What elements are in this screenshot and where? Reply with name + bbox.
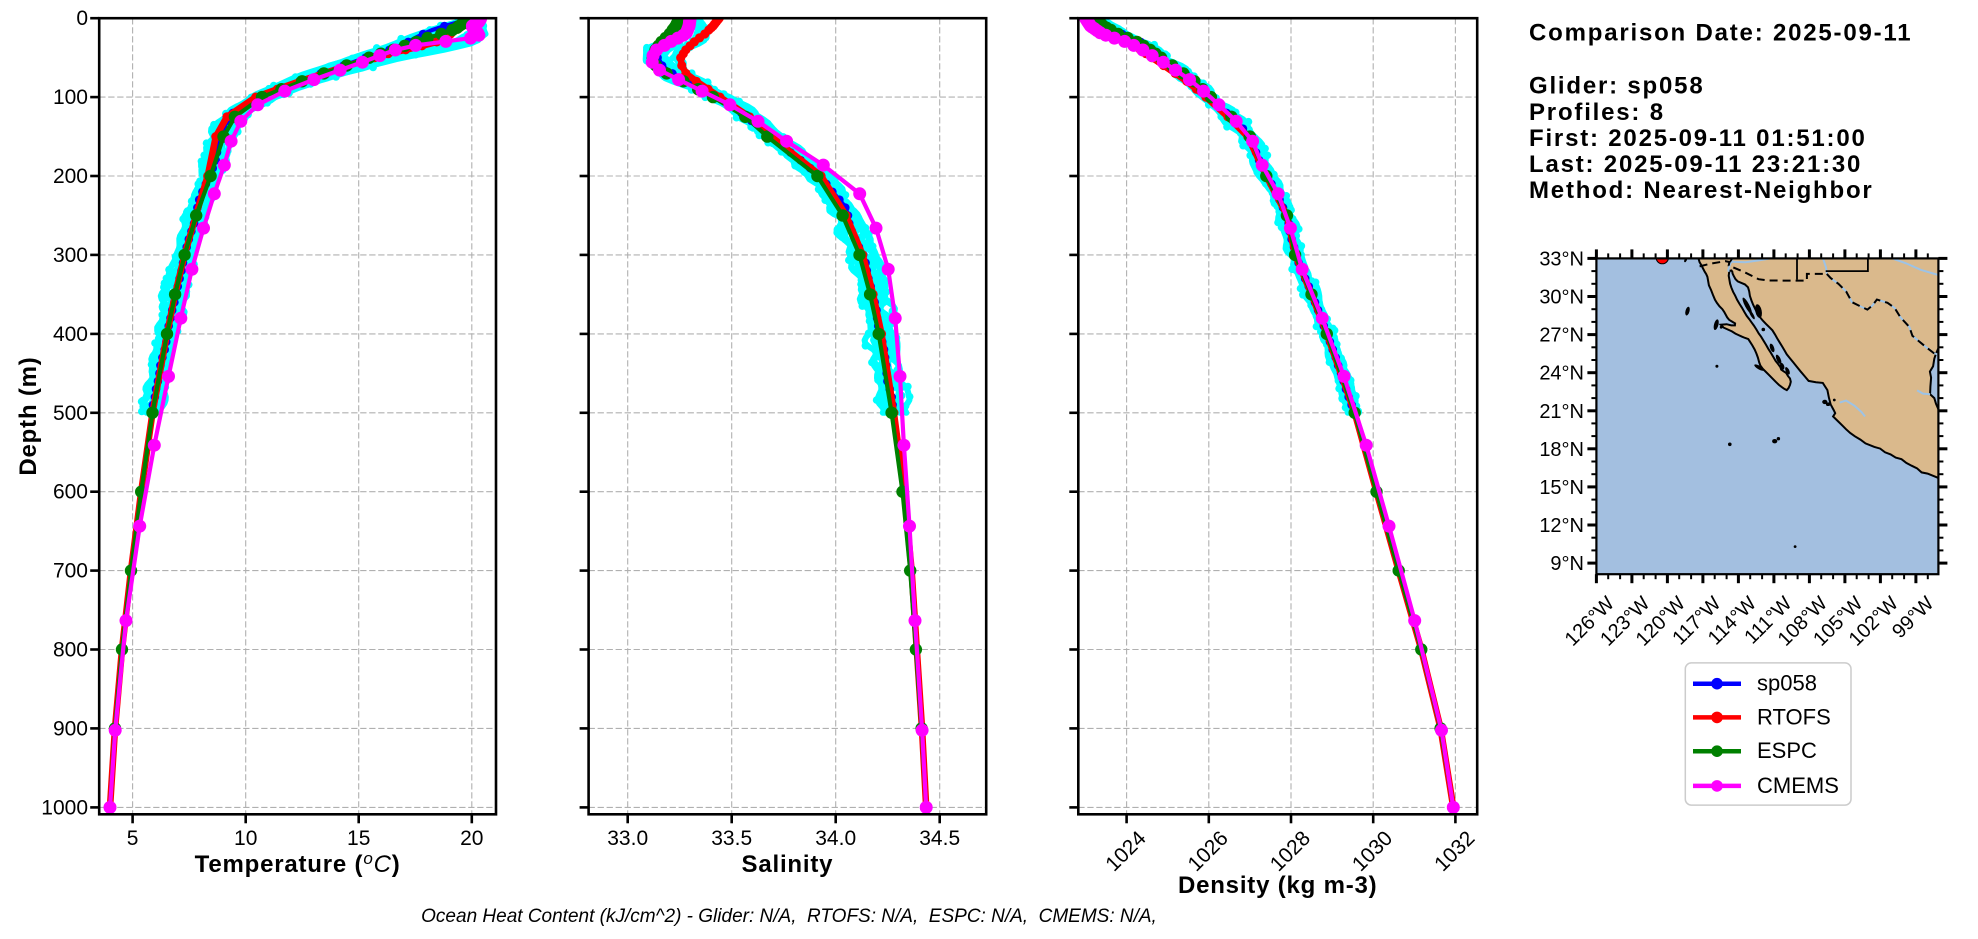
svg-text:30°N: 30°N	[1539, 287, 1584, 309]
svg-text:Profiles: 8: Profiles: 8	[1529, 99, 1665, 126]
svg-text:27°N: 27°N	[1539, 325, 1584, 347]
svg-text:400: 400	[53, 323, 88, 346]
svg-text:500: 500	[53, 402, 88, 425]
svg-text:24°N: 24°N	[1539, 363, 1584, 385]
svg-text:600: 600	[53, 481, 88, 504]
svg-text:34.5: 34.5	[919, 827, 960, 850]
svg-text:Comparison Date: 2025-09-11: Comparison Date: 2025-09-11	[1529, 20, 1912, 47]
svg-text:200: 200	[53, 165, 88, 188]
svg-text:Depth (m): Depth (m)	[15, 356, 42, 475]
svg-text:sp058: sp058	[1757, 671, 1817, 696]
svg-text:CMEMS: CMEMS	[1757, 773, 1839, 798]
svg-text:RTOFS: RTOFS	[1757, 704, 1831, 729]
svg-text:9°N: 9°N	[1550, 553, 1584, 575]
svg-text:1000: 1000	[41, 796, 88, 819]
svg-text:20: 20	[460, 827, 483, 850]
svg-text:21°N: 21°N	[1539, 401, 1584, 423]
svg-text:300: 300	[53, 244, 88, 267]
svg-text:800: 800	[53, 639, 88, 662]
svg-text:Salinity: Salinity	[742, 851, 834, 878]
svg-text:100: 100	[53, 86, 88, 109]
svg-text:Ocean Heat Content (kJ/cm^2) -: Ocean Heat Content (kJ/cm^2) - Glider: N…	[421, 906, 1157, 927]
svg-text:34.0: 34.0	[815, 827, 856, 850]
svg-text:12°N: 12°N	[1539, 515, 1584, 537]
svg-text:900: 900	[53, 717, 88, 740]
svg-text:33.0: 33.0	[607, 827, 648, 850]
svg-text:ESPC: ESPC	[1757, 738, 1817, 763]
svg-text:700: 700	[53, 560, 88, 583]
svg-text:Method: Nearest-Neighbor: Method: Nearest-Neighbor	[1529, 177, 1874, 204]
svg-text:0: 0	[76, 7, 88, 30]
svg-text:15: 15	[347, 827, 370, 850]
svg-text:18°N: 18°N	[1539, 439, 1584, 461]
svg-text:Last: 2025-09-11 23:21:30: Last: 2025-09-11 23:21:30	[1529, 151, 1862, 178]
svg-text:15°N: 15°N	[1539, 477, 1584, 499]
svg-text:33°N: 33°N	[1539, 248, 1584, 270]
svg-text:10: 10	[234, 827, 257, 850]
svg-text:Density (kg m-3): Density (kg m-3)	[1178, 872, 1378, 899]
svg-text:5: 5	[127, 827, 139, 850]
svg-text:Glider: sp058: Glider: sp058	[1529, 73, 1704, 100]
svg-text:33.5: 33.5	[711, 827, 752, 850]
svg-text:First: 2025-09-11 01:51:00: First: 2025-09-11 01:51:00	[1529, 125, 1867, 152]
